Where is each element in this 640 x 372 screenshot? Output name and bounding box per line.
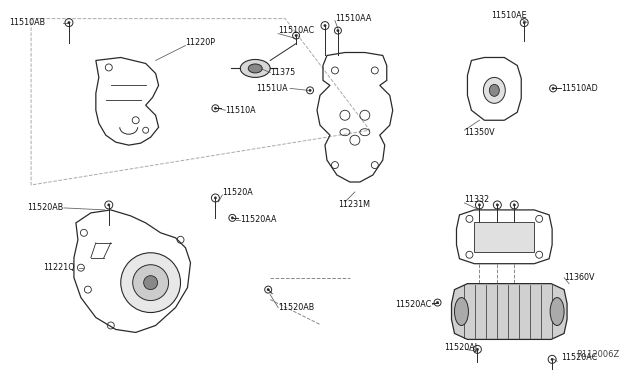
Circle shape: [552, 87, 554, 90]
Text: 11520AC: 11520AC: [395, 300, 431, 309]
Text: 11375: 11375: [270, 68, 296, 77]
Circle shape: [108, 204, 110, 206]
Circle shape: [68, 22, 70, 24]
Circle shape: [132, 265, 168, 301]
Text: 11520AB: 11520AB: [27, 203, 63, 212]
Text: 11360V: 11360V: [564, 273, 595, 282]
Circle shape: [478, 204, 481, 206]
Circle shape: [551, 358, 554, 360]
Text: 11220P: 11220P: [186, 38, 216, 47]
Polygon shape: [451, 283, 567, 339]
Text: 11231M: 11231M: [338, 201, 370, 209]
Text: 11510A: 11510A: [225, 106, 256, 115]
Text: R112006Z: R112006Z: [575, 350, 619, 359]
Circle shape: [295, 34, 298, 37]
Circle shape: [523, 22, 525, 24]
Circle shape: [267, 288, 269, 291]
Circle shape: [143, 276, 157, 290]
Ellipse shape: [454, 298, 468, 326]
Circle shape: [214, 197, 216, 199]
Text: 11520AC: 11520AC: [561, 353, 597, 362]
Circle shape: [436, 301, 439, 304]
Circle shape: [231, 217, 234, 219]
Text: 1151UA: 1151UA: [257, 84, 288, 93]
Circle shape: [337, 29, 339, 32]
Text: 11520A: 11520A: [222, 189, 253, 198]
Text: 11510AB: 11510AB: [9, 18, 45, 27]
Circle shape: [309, 89, 311, 92]
Circle shape: [324, 25, 326, 27]
Text: 11221Q: 11221Q: [43, 263, 75, 272]
Text: 11520AB: 11520AB: [278, 303, 314, 312]
Text: 11520AJ: 11520AJ: [445, 343, 477, 352]
Circle shape: [476, 348, 479, 350]
Ellipse shape: [483, 77, 506, 103]
Polygon shape: [474, 222, 534, 252]
Ellipse shape: [490, 84, 499, 96]
Text: 11510AC: 11510AC: [278, 26, 314, 35]
Text: 11510AE: 11510AE: [492, 11, 527, 20]
Ellipse shape: [550, 298, 564, 326]
Ellipse shape: [240, 60, 270, 77]
Circle shape: [496, 204, 499, 206]
Text: 11510AA: 11510AA: [335, 14, 371, 23]
Circle shape: [513, 204, 515, 206]
Text: 11350V: 11350V: [465, 128, 495, 137]
Text: 11332: 11332: [465, 195, 490, 205]
Ellipse shape: [248, 64, 262, 73]
Text: 11520AA: 11520AA: [240, 215, 276, 224]
Circle shape: [214, 107, 216, 109]
Circle shape: [121, 253, 180, 312]
Text: 11510AD: 11510AD: [561, 84, 598, 93]
